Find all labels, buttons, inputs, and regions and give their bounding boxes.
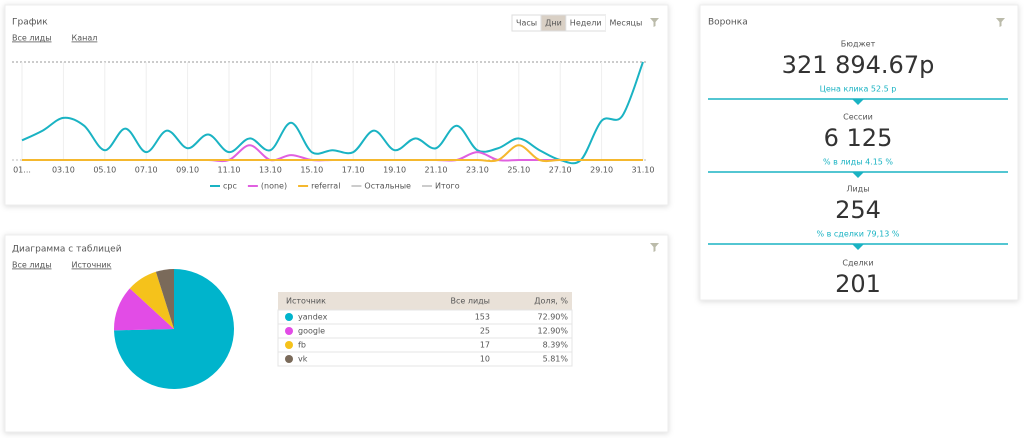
x-tick-label: 03.10 — [52, 166, 75, 175]
pie-slice — [114, 269, 234, 390]
table-row — [277, 337, 573, 353]
graph-title: График — [12, 18, 48, 28]
stage-value: 6 125 — [824, 124, 893, 152]
ratio: Цена клика 52.5 р — [820, 85, 897, 94]
filter[interactable]: Все лиды — [12, 34, 52, 43]
cell: vk — [298, 355, 308, 364]
stage-value: 201 — [835, 270, 881, 298]
filter-icon[interactable] — [650, 18, 659, 27]
column-header: Источник — [286, 297, 326, 306]
x-tick-label: 21.10 — [425, 166, 448, 175]
cell: 5.81% — [543, 355, 569, 364]
table-row — [277, 351, 573, 367]
cell: fb — [298, 341, 306, 350]
table-header — [278, 292, 572, 310]
ratio: % в лиды 4.15 % — [823, 158, 893, 167]
period-button[interactable] — [605, 15, 647, 31]
legend-label: (none) — [261, 182, 287, 191]
cell: 153 — [475, 313, 490, 322]
x-tick-label: 07.10 — [135, 166, 158, 175]
x-tick-label: 23.10 — [466, 166, 489, 175]
pie-title: Диаграмма с таблицей — [12, 245, 122, 255]
x-tick-label: 05.10 — [93, 166, 116, 175]
cell: 10 — [480, 355, 490, 364]
pie-slice — [114, 288, 174, 331]
column-header: Доля, % — [534, 297, 568, 306]
period-label[interactable]: Недели — [570, 19, 602, 28]
row-dot — [285, 355, 293, 363]
line-series — [21, 61, 644, 165]
row-dot — [285, 341, 293, 349]
x-tick-label: 25.10 — [507, 166, 530, 175]
cell: 8.39% — [543, 341, 569, 350]
stage-label: Бюджет — [841, 40, 876, 49]
x-tick-label: 17.10 — [342, 166, 365, 175]
divider-arrow — [852, 99, 864, 105]
legend-label: cpc — [223, 182, 237, 191]
filter[interactable]: Источник — [72, 261, 112, 270]
filter-icon[interactable] — [996, 18, 1005, 27]
legend-label: Остальные — [364, 182, 411, 191]
line-series — [21, 144, 643, 163]
cell: google — [298, 327, 325, 336]
period-label[interactable]: Дни — [545, 19, 562, 28]
stage-label: Сделки — [842, 259, 873, 268]
cell: 12.90% — [537, 327, 568, 336]
pie-slice — [155, 269, 174, 329]
filter[interactable]: Канал — [72, 34, 98, 43]
x-tick-label: 13.10 — [259, 166, 282, 175]
period-label[interactable]: Часы — [516, 19, 537, 28]
x-tick-label: 29.10 — [590, 166, 613, 175]
row-dot — [285, 327, 293, 335]
x-tick-label: 01... — [13, 166, 31, 175]
stage-label: Сессии — [843, 113, 873, 122]
legend-label: Итого — [435, 182, 460, 191]
x-tick-label: 19.10 — [383, 166, 406, 175]
filter-icon[interactable] — [650, 243, 659, 252]
x-tick-label: 31.10 — [632, 166, 655, 175]
pie-slice — [129, 271, 174, 329]
row-dot — [285, 313, 293, 321]
filter[interactable]: Все лиды — [12, 261, 52, 270]
x-tick-label: 09.10 — [176, 166, 199, 175]
period-label[interactable]: Месяцы — [610, 19, 643, 28]
divider-arrow — [852, 172, 864, 178]
legend-label: referral — [311, 182, 340, 191]
cell: 17 — [480, 341, 490, 350]
graph-panel — [4, 4, 669, 206]
cell: 25 — [480, 327, 490, 336]
stage-value: 321 894.67р — [782, 51, 935, 79]
divider-arrow — [852, 244, 864, 250]
cell: 72.90% — [537, 313, 568, 322]
stage-value: 254 — [835, 196, 881, 224]
ratio: % в сделки 79,13 % — [817, 230, 900, 239]
stage-label: Лиды — [846, 185, 869, 194]
funnel-panel — [699, 4, 1019, 301]
x-tick-label: 11.10 — [218, 166, 241, 175]
x-tick-label: 27.10 — [549, 166, 572, 175]
funnel-title: Воронка — [708, 18, 748, 28]
cell: yandex — [298, 313, 328, 322]
column-header: Все лиды — [450, 297, 490, 306]
x-tick-label: 15.10 — [300, 166, 323, 175]
